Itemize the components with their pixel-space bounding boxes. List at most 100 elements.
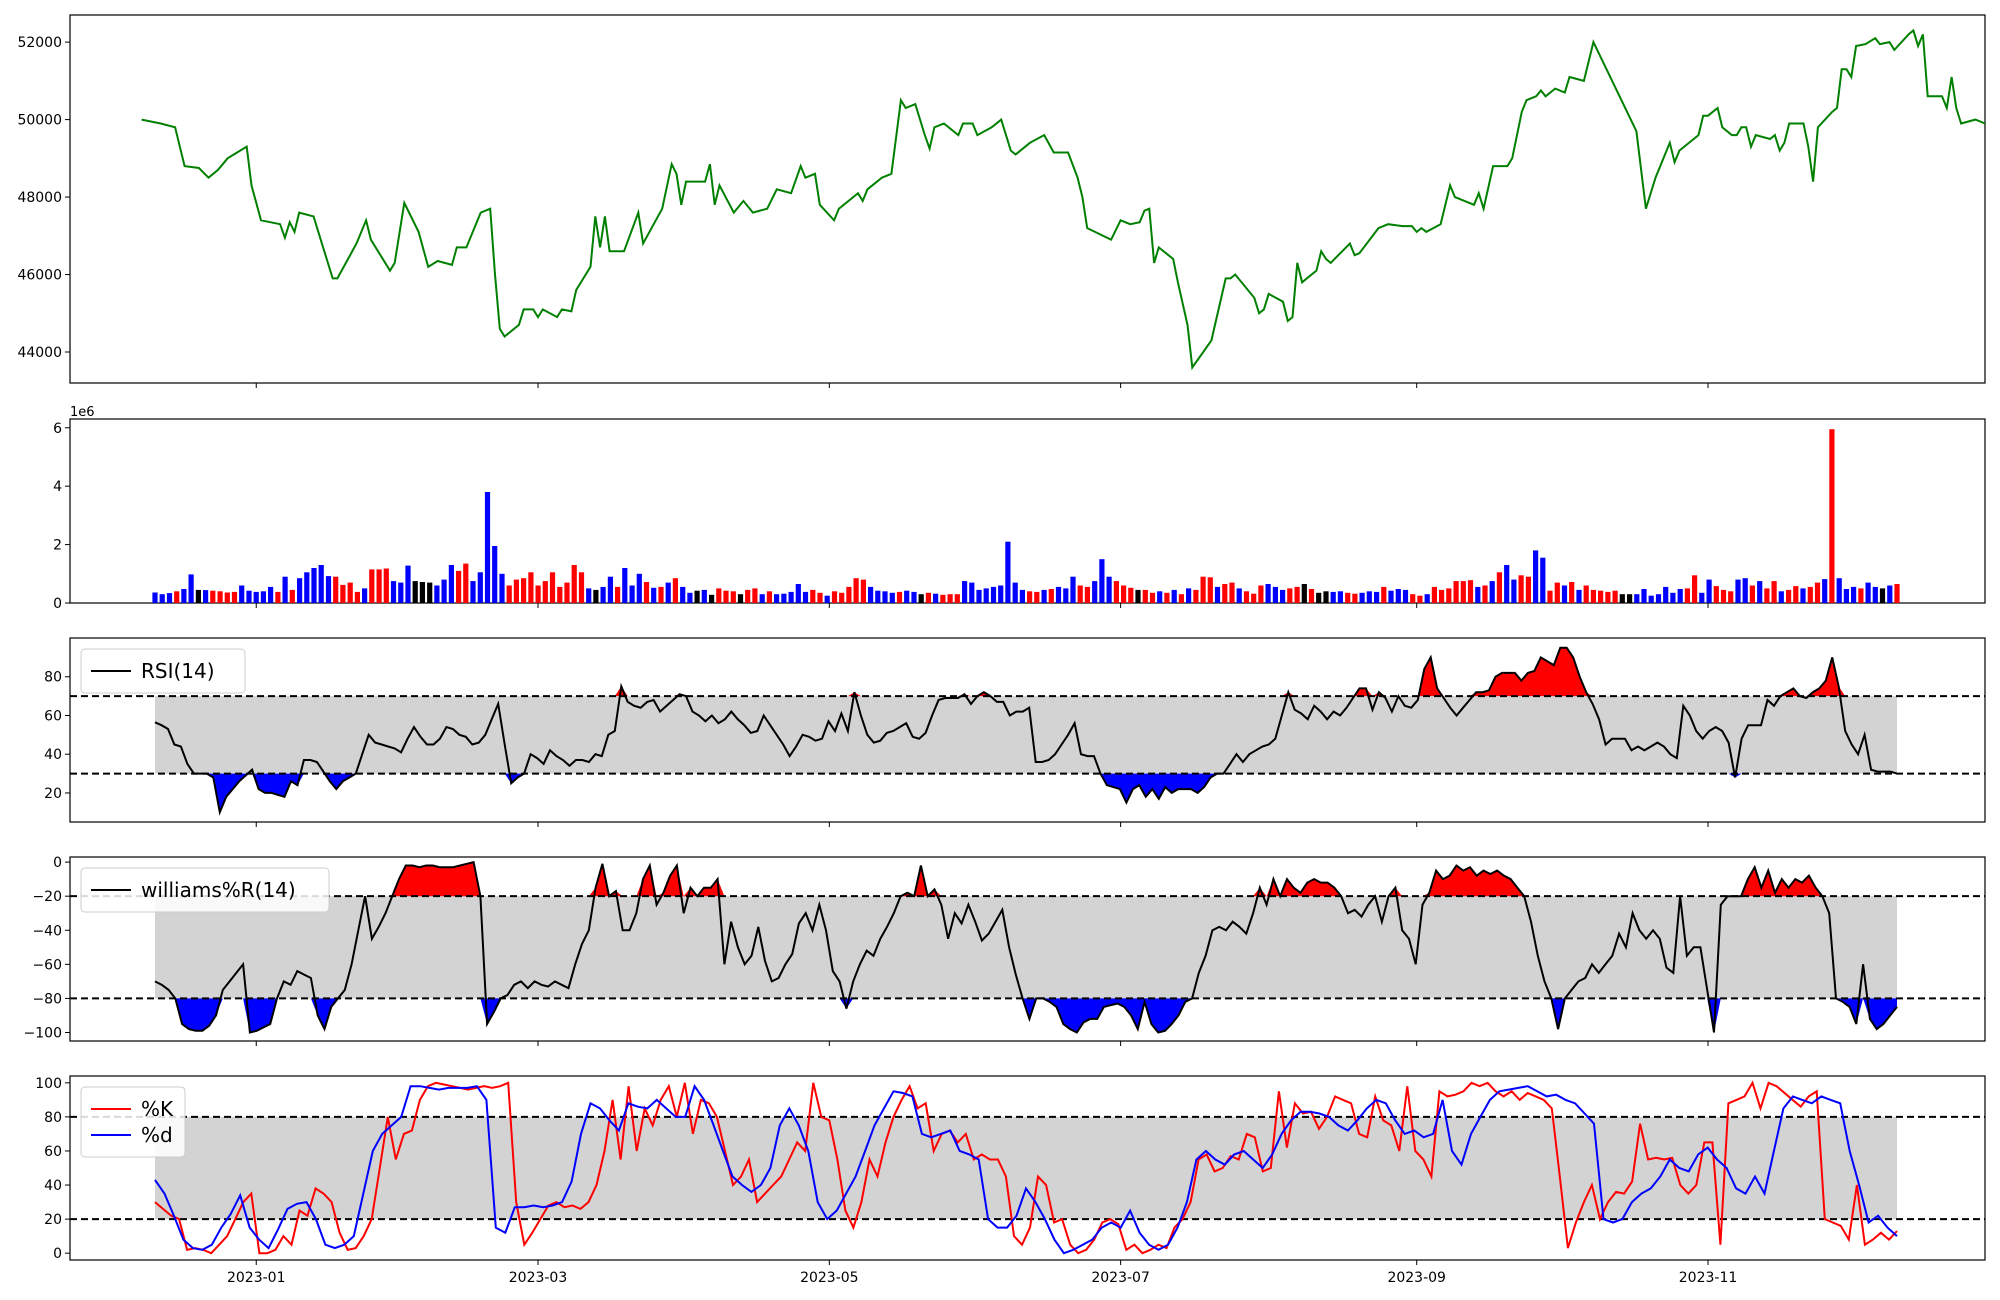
volume-bar — [1019, 589, 1025, 603]
volume-bar — [1858, 588, 1864, 603]
volume-bar — [1178, 594, 1184, 603]
volume-bar — [1590, 589, 1596, 603]
volume-bar — [1164, 592, 1170, 603]
volume-bar — [1424, 594, 1430, 603]
y-tick-label: 100 — [35, 1076, 62, 1092]
x-tick-label: 2023-07 — [1091, 1270, 1150, 1286]
legend-box — [80, 1086, 186, 1158]
volume-bar — [188, 574, 194, 603]
volume-bar — [810, 589, 816, 603]
volume-bar — [709, 594, 715, 603]
volume-bar — [1807, 586, 1813, 603]
volume-bar — [506, 585, 512, 603]
volume-bar — [405, 565, 411, 603]
threshold-band — [155, 896, 1897, 999]
volume-bar — [1431, 586, 1437, 603]
volume-bar — [1851, 586, 1857, 603]
volume-bar — [528, 572, 534, 603]
volume-bar — [463, 563, 469, 603]
volume-bar — [600, 586, 606, 603]
volume-bar — [1504, 565, 1510, 603]
volume-bar — [933, 593, 939, 603]
volume-bar — [1894, 584, 1900, 603]
volume-bar — [1793, 586, 1799, 603]
y-tick-label: −100 — [24, 1025, 62, 1041]
volume-bar — [1077, 585, 1083, 603]
volume-bar — [1648, 595, 1654, 603]
volume-bar — [1027, 591, 1033, 603]
volume-bar — [1887, 585, 1893, 603]
volume-bar — [557, 586, 563, 603]
volume-bar — [535, 585, 541, 603]
volume-bar — [1041, 589, 1047, 603]
volume-bar — [239, 585, 245, 603]
legend-label: %d — [141, 1123, 173, 1147]
volume-bar — [954, 594, 960, 603]
volume-bar — [1865, 582, 1871, 603]
volume-bar — [1836, 578, 1842, 603]
volume-panel: 0 2 4 6 — [53, 418, 1986, 612]
volume-bar — [1106, 576, 1112, 603]
volume-bar — [1417, 595, 1423, 603]
volume-bar — [224, 592, 230, 603]
volume-bar — [1222, 584, 1228, 603]
volume-bar — [868, 586, 874, 603]
volume-bar — [737, 594, 744, 603]
volume-bar — [643, 582, 650, 603]
volume-bar — [1366, 591, 1372, 603]
y-tick-label: 0 — [53, 596, 62, 612]
volume-bar — [1381, 586, 1387, 603]
volume-bar — [730, 591, 736, 603]
volume-bar — [1092, 581, 1098, 603]
axes-frame — [69, 1075, 1986, 1261]
volume-bar — [882, 591, 888, 603]
volume-bar — [1113, 581, 1119, 603]
volume-bar — [636, 573, 642, 603]
volume-bar — [376, 569, 382, 603]
volume-bar — [340, 584, 346, 603]
volume-bar — [1048, 589, 1054, 603]
volume-bar — [1070, 576, 1076, 603]
volume-bar — [1778, 591, 1784, 603]
volume-bar — [752, 588, 758, 603]
volume-bar — [477, 572, 483, 603]
volume-bar — [918, 594, 924, 603]
volume-bar — [802, 591, 809, 603]
volume-bar — [448, 565, 454, 603]
volume-bar — [542, 581, 548, 603]
volume-bar — [513, 579, 519, 603]
volume-bar — [210, 590, 216, 603]
volume-bar — [1084, 586, 1090, 603]
volume-bar — [333, 576, 339, 603]
volume-bar — [1489, 581, 1495, 603]
volume-bar — [578, 572, 585, 603]
volume-bar — [672, 578, 678, 603]
volume-bar — [1301, 584, 1307, 603]
volume-bar — [181, 589, 187, 603]
volume-bar — [1692, 575, 1698, 603]
y-tick-label: 4 — [53, 479, 62, 495]
volume-bar — [774, 594, 780, 603]
volume-bar — [586, 588, 592, 603]
volume-bar — [1728, 591, 1734, 603]
volume-bar — [1757, 581, 1763, 603]
rsi-line — [154, 646, 1898, 816]
y-tick-label: 60 — [44, 708, 62, 724]
volume-bar — [369, 569, 375, 603]
volume-bar — [1410, 594, 1416, 603]
volume-bar — [1569, 582, 1575, 603]
volume-bar — [398, 582, 404, 603]
volume-bar — [1713, 586, 1719, 603]
volume-bar — [231, 591, 238, 603]
volume-bar — [383, 568, 389, 603]
volume-bar — [1634, 594, 1640, 603]
volume-bar — [412, 581, 418, 603]
volume-bar — [253, 591, 259, 603]
volume-bar — [318, 565, 324, 603]
volume-bar — [651, 587, 657, 603]
volume-bar — [1236, 588, 1242, 603]
legend-label: %K — [141, 1097, 174, 1121]
volume-bar — [362, 588, 368, 603]
volume-bar — [1063, 588, 1069, 603]
volume-bar — [976, 589, 982, 603]
